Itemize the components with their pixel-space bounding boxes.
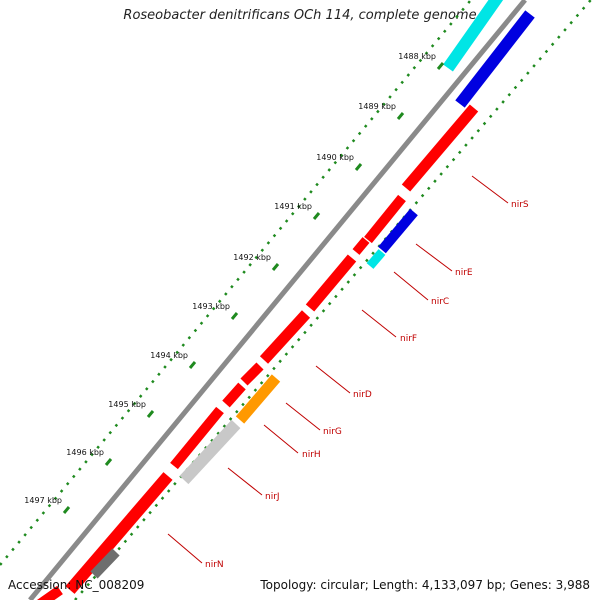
outer-scale-arc bbox=[0, 0, 473, 566]
tick-label: 1497 kbp bbox=[24, 496, 62, 505]
gene-label-nirH: nirH bbox=[302, 450, 321, 460]
gene-feature-14 bbox=[65, 472, 173, 594]
gene-feature-6 bbox=[378, 208, 418, 254]
gene-feature-11 bbox=[235, 374, 281, 424]
tick-mark-0 bbox=[436, 62, 445, 70]
gene-feature-9 bbox=[240, 362, 264, 386]
gene-feature-8 bbox=[259, 310, 311, 364]
gene-callout-line-8 bbox=[167, 533, 203, 564]
gene-label-nirN: nirN bbox=[205, 560, 224, 570]
tick-label: 1492 kbp bbox=[233, 253, 271, 262]
tick-mark-8 bbox=[104, 458, 113, 466]
accession-text: Accession: NC_008209 bbox=[8, 578, 145, 592]
tick-label: 1488 kbp bbox=[398, 52, 436, 61]
tick-label: 1496 kbp bbox=[66, 448, 104, 457]
tick-label: 1489 kbp bbox=[358, 102, 396, 111]
gene-feature-16 bbox=[90, 548, 120, 579]
gene-feature-5 bbox=[366, 249, 386, 269]
tick-mark-6 bbox=[188, 361, 197, 369]
gene-labels: nirS nirE nirC nirF nirD nirG nirH nirJ nirN bbox=[167, 175, 529, 570]
tick-mark-3 bbox=[312, 212, 321, 220]
gene-callout-line-4 bbox=[315, 365, 351, 394]
gene-label-nirG: nirG bbox=[323, 427, 342, 437]
gene-label-nirE: nirE bbox=[455, 268, 473, 278]
gene-feature-10 bbox=[222, 382, 246, 408]
tick-mark-1 bbox=[396, 112, 405, 120]
gene-label-nirD: nirD bbox=[353, 390, 372, 400]
gene-label-nirC: nirC bbox=[431, 297, 449, 307]
gene-feature-15 bbox=[37, 585, 63, 600]
kbp-ticks: 1488 kbp 1489 kbp 1490 kbp 1491 kbp 1492 kbp… bbox=[24, 52, 445, 514]
gene-callout-line-5 bbox=[285, 402, 321, 431]
gene-callout-line-1 bbox=[415, 243, 453, 272]
gene-label-nirF: nirF bbox=[400, 334, 417, 344]
gene-label-nirJ: nirJ bbox=[265, 492, 280, 502]
map-title: Roseobacter denitrificans OCh 114, compl… bbox=[123, 8, 477, 23]
gene-feature-12 bbox=[179, 419, 241, 485]
gene-feature-7 bbox=[305, 254, 357, 312]
gene-feature-3 bbox=[364, 194, 406, 244]
inner-scale-arc bbox=[74, 0, 593, 600]
tick-mark-5 bbox=[230, 312, 239, 320]
gene-callout-line-7 bbox=[227, 467, 263, 496]
gene-feature-0 bbox=[443, 0, 504, 72]
genome-backbone bbox=[28, 0, 527, 600]
gene-label-nirS: nirS bbox=[511, 200, 529, 210]
tick-label: 1493 kbp bbox=[192, 302, 230, 311]
gene-feature-4 bbox=[352, 237, 370, 255]
tick-mark-2 bbox=[354, 163, 363, 171]
gene-feature-1 bbox=[455, 10, 535, 108]
tick-label: 1495 kbp bbox=[108, 400, 146, 409]
tick-mark-9 bbox=[62, 506, 71, 514]
gene-callout-line-0 bbox=[471, 175, 509, 204]
tick-mark-4 bbox=[271, 263, 280, 271]
tick-mark-7 bbox=[146, 410, 155, 418]
tick-label: 1490 kbp bbox=[316, 153, 354, 162]
gene-feature-13 bbox=[170, 406, 224, 470]
tick-label: 1494 kbp bbox=[150, 351, 188, 360]
gene-callout-line-2 bbox=[393, 271, 429, 301]
gene-callout-line-6 bbox=[263, 424, 299, 454]
genome-summary: Topology: circular; Length: 4,133,097 bp… bbox=[260, 578, 590, 592]
tick-label: 1491 kbp bbox=[274, 202, 312, 211]
gene-feature-2 bbox=[401, 104, 479, 192]
gene-features bbox=[37, 0, 535, 600]
gene-callout-line-3 bbox=[361, 309, 397, 338]
